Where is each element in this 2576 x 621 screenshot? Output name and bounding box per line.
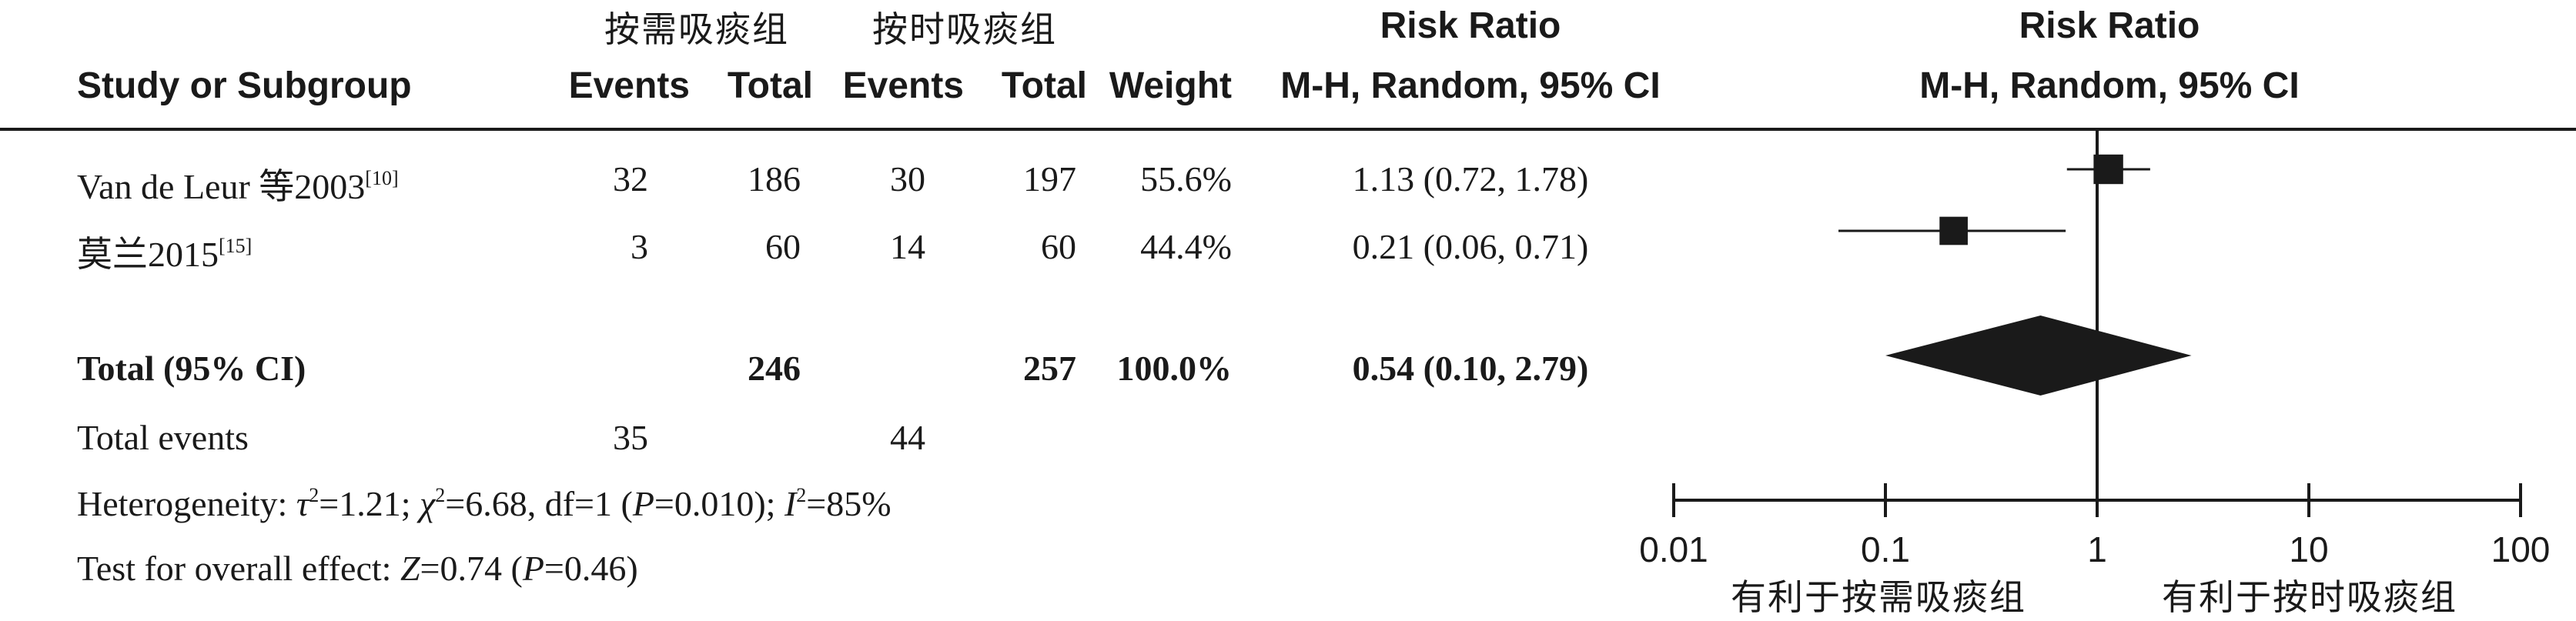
study-1-exp-total: 186 (748, 159, 801, 199)
ctl-total-header: Total (1001, 65, 1087, 106)
total-exp-total: 246 (748, 349, 801, 388)
group-exp-header: 按需吸痰组 (604, 8, 789, 50)
risk-ratio-header: Risk Ratio (1380, 5, 1561, 46)
study-2-exp-total: 60 (765, 227, 801, 266)
total-events-ctl: 44 (890, 418, 925, 457)
study-point-estimate (2093, 154, 2123, 185)
group-ctl-header: 按时吸痰组 (872, 8, 1057, 50)
study-column-header: Study or Subgroup (77, 65, 412, 106)
x-tick-label: 100 (2491, 529, 2551, 569)
study-name-1: Van de Leur 等2003[10] (77, 167, 399, 206)
total-label: Total (95% CI) (77, 349, 306, 388)
study-1-exp-events: 32 (613, 159, 648, 199)
weight-header: Weight (1109, 65, 1232, 106)
ctl-events-header: Events (842, 65, 964, 106)
plot-title: Risk Ratio (2019, 5, 2200, 46)
method-header: M-H, Random, 95% CI (1280, 65, 1661, 106)
x-tick-label: 1 (2087, 529, 2107, 569)
study-2-ci: 0.21 (0.06, 0.71) (1352, 227, 1589, 266)
plot-method-header: M-H, Random, 95% CI (1919, 65, 2300, 106)
pooled-diamond (1885, 316, 2192, 396)
header-rule (0, 128, 2576, 131)
total-weight: 100.0% (1116, 349, 1233, 388)
total-events-exp: 35 (613, 418, 648, 457)
study-2-exp-events: 3 (631, 227, 648, 266)
exp-total-header: Total (727, 65, 813, 106)
study-2-ctl-total: 60 (1041, 227, 1076, 266)
favours-left-label: 有利于按需吸痰组 (1731, 576, 2026, 618)
total-events-label: Total events (77, 418, 249, 457)
study-2-weight: 44.4% (1140, 227, 1232, 266)
x-tick-label: 10 (2289, 529, 2328, 569)
total-ci: 0.54 (0.10, 2.79) (1352, 349, 1589, 388)
study-point-estimate (1939, 216, 1968, 245)
study-2-ctl-events: 14 (890, 227, 925, 266)
favours-right-label: 有利于按时吸痰组 (2162, 576, 2457, 618)
study-1-ctl-events: 30 (890, 159, 925, 199)
study-1-ci: 1.13 (0.72, 1.78) (1352, 159, 1589, 199)
x-tick-label: 0.1 (1861, 529, 1910, 569)
heterogeneity-text: Heterogeneity: τ2=1.21; χ2=6.68, df=1 (P… (77, 484, 892, 523)
study-1-ctl-total: 197 (1023, 159, 1076, 199)
total-ctl-total: 257 (1023, 349, 1076, 388)
exp-events-header: Events (568, 65, 690, 106)
study-marks (1838, 154, 2150, 245)
x-axis-ticks: 0.01 0.1 1 10 100 (1639, 483, 2550, 569)
study-name-2: 莫兰2015[15] (77, 235, 253, 274)
study-1-weight: 55.6% (1140, 159, 1232, 199)
x-tick-label: 0.01 (1639, 529, 1708, 569)
overall-effect-text: Test for overall effect: Z=0.74 (P=0.46) (77, 549, 638, 588)
